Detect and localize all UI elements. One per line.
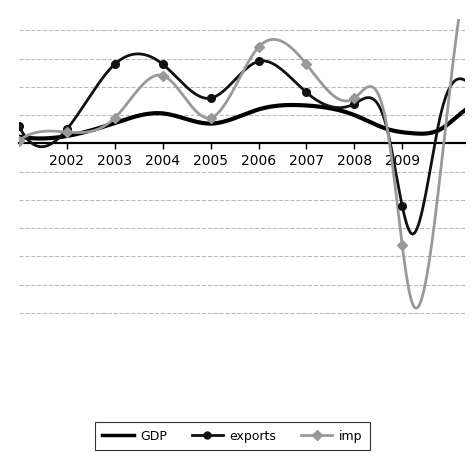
Legend: GDP, exports, imp: GDP, exports, imp <box>95 422 370 450</box>
